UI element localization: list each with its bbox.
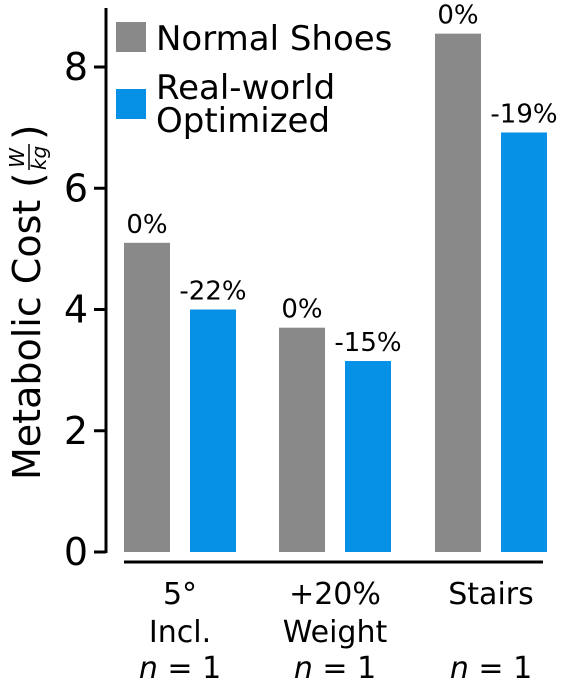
bar-value-label: 0% bbox=[437, 1, 478, 31]
category-sample-size: n = 1 bbox=[139, 651, 221, 680]
legend-swatch-optimized bbox=[116, 89, 146, 119]
y-tick-label: 0 bbox=[64, 530, 88, 574]
y-axis-label: Metabolic Cost ( Wkg) bbox=[5, 124, 52, 480]
y-tick-label: 6 bbox=[64, 166, 88, 210]
y-ticks: 0 2 4 6 8 bbox=[64, 45, 106, 574]
bar-value-label: 0% bbox=[281, 295, 322, 325]
bar-normal bbox=[124, 242, 170, 552]
bar-optimized bbox=[345, 361, 391, 552]
bar-value-label: -22% bbox=[179, 277, 246, 307]
y-axis-unit-denominator: kg bbox=[27, 146, 51, 170]
category-label-line1: 5° bbox=[163, 577, 197, 612]
y-axis-paren-close: ) bbox=[6, 124, 52, 140]
category-label-line1: +20% bbox=[289, 577, 381, 612]
y-axis-unit-numerator: W bbox=[5, 147, 29, 168]
category-label-line1: Stairs bbox=[448, 577, 534, 612]
bar-normal bbox=[435, 33, 481, 552]
legend-label-normal: Normal Shoes bbox=[156, 19, 392, 59]
bar-value-labels: 0% 0% 0% -22% -15% -19% bbox=[126, 1, 557, 358]
bar-optimized bbox=[190, 309, 236, 552]
bar-value-label: -19% bbox=[490, 99, 557, 129]
legend-label-optimized: Real-world Optimized bbox=[156, 68, 335, 141]
y-axis-paren-open: ( bbox=[6, 172, 52, 188]
legend-swatch-normal bbox=[116, 22, 146, 52]
y-tick-label: 8 bbox=[64, 45, 88, 89]
bars bbox=[124, 33, 547, 552]
category-label-line2: Incl. bbox=[149, 615, 211, 650]
y-tick-label: 2 bbox=[64, 409, 88, 453]
y-axis-title: Metabolic Cost bbox=[5, 200, 49, 480]
y-tick-label: 4 bbox=[64, 288, 88, 332]
category-label-line2: Weight bbox=[283, 615, 388, 650]
y-axis-label-group: Metabolic Cost ( Wkg) bbox=[5, 124, 52, 480]
category-sample-size: n = 1 bbox=[450, 651, 532, 680]
bar-optimized bbox=[501, 132, 547, 552]
axes bbox=[104, 8, 543, 564]
bar-value-label: 0% bbox=[126, 210, 167, 240]
legend: Normal Shoes Real-world Optimized bbox=[116, 19, 392, 141]
bar-value-label: -15% bbox=[334, 328, 401, 358]
bar-normal bbox=[279, 327, 325, 552]
category-sample-size: n = 1 bbox=[294, 651, 376, 680]
